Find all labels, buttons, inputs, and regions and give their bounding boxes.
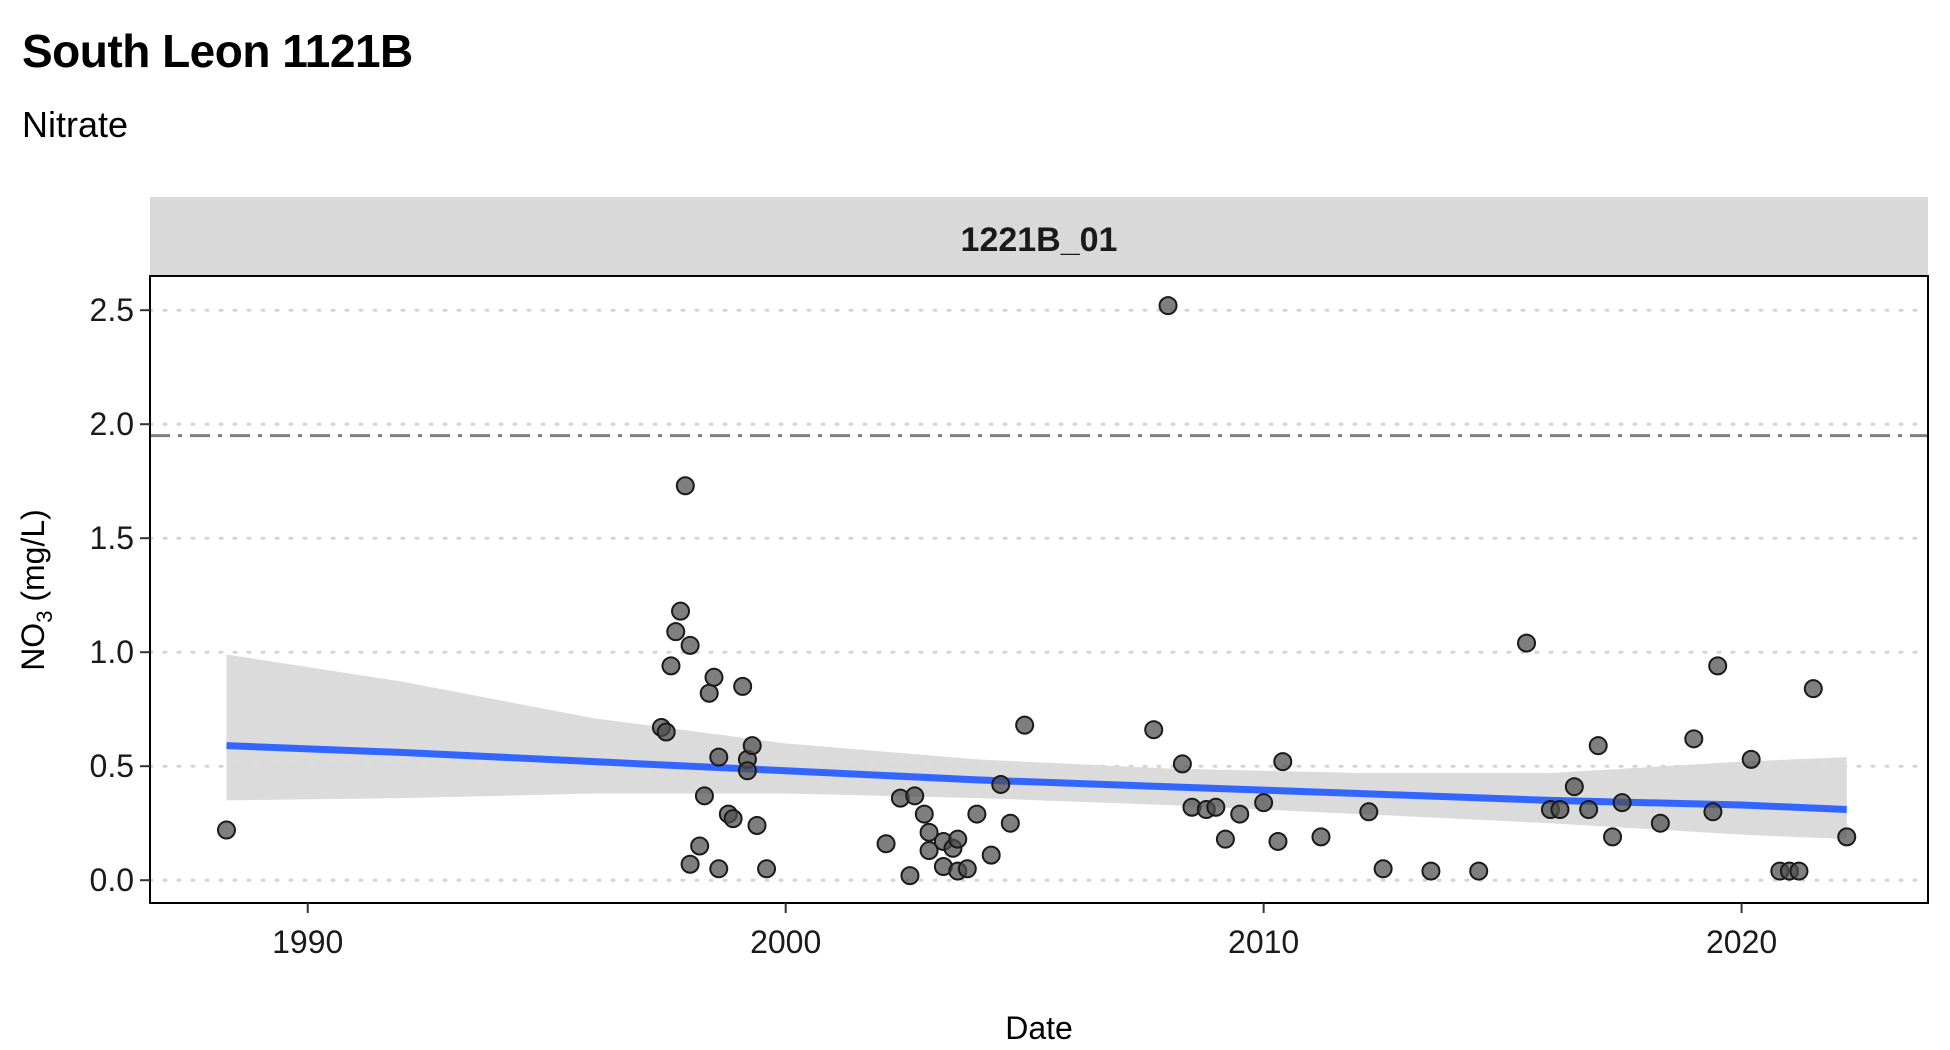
data-point <box>1684 729 1704 749</box>
y-tick-label: 2.0 <box>90 406 134 442</box>
data-point <box>876 834 896 854</box>
data-point <box>991 774 1011 794</box>
data-point <box>1373 859 1393 879</box>
x-tick-label: 2000 <box>750 924 821 960</box>
data-point <box>905 786 925 806</box>
facet-label: 1221B_01 <box>961 221 1118 259</box>
data-point <box>742 736 762 756</box>
data-point <box>957 859 977 879</box>
data-point <box>1311 827 1331 847</box>
x-axis: 1990 2000 2010 2020 <box>272 903 1777 960</box>
data-point <box>1603 827 1623 847</box>
confidence-ribbon <box>226 654 1847 840</box>
trend-line <box>226 742 1847 814</box>
data-point <box>1588 736 1608 756</box>
data-point <box>1268 831 1288 851</box>
y-tick-label: 0.5 <box>90 748 134 784</box>
data-point <box>1517 633 1537 653</box>
y-axis: 0.0 0.5 1.0 1.5 2.0 2.5 <box>90 292 150 898</box>
data-point <box>1708 656 1728 676</box>
data-point <box>747 815 767 835</box>
data-point <box>981 845 1001 865</box>
data-point <box>671 601 691 621</box>
y-tick-label: 1.0 <box>90 634 134 670</box>
y-tick-label: 1.5 <box>90 520 134 556</box>
data-point <box>919 822 939 842</box>
x-tick-label: 1990 <box>272 924 343 960</box>
y-axis-title: NO3 (mg/L) <box>15 509 57 671</box>
data-point <box>1837 827 1857 847</box>
data-point <box>1469 861 1489 881</box>
data-point <box>661 656 681 676</box>
data-point <box>709 747 729 767</box>
data-point <box>733 676 753 696</box>
data-point <box>216 820 236 840</box>
x-tick-label: 2010 <box>1228 924 1299 960</box>
data-point <box>656 722 676 742</box>
data-point <box>1215 829 1235 849</box>
data-point <box>1789 861 1809 881</box>
data-point <box>1579 800 1599 820</box>
data-point <box>1172 754 1192 774</box>
data-point <box>1000 813 1020 833</box>
x-axis-title: Date <box>1005 1010 1073 1046</box>
data-point <box>1230 804 1250 824</box>
data-point <box>723 809 743 829</box>
data-point <box>680 635 700 655</box>
data-point <box>709 859 729 879</box>
plot-border <box>149 275 1929 904</box>
data-point <box>1703 802 1723 822</box>
data-point <box>704 667 724 687</box>
data-point <box>900 866 920 886</box>
y-tick-label: 2.5 <box>90 292 134 328</box>
ribbon-area <box>226 654 1847 840</box>
data-point <box>1421 861 1441 881</box>
y-tick-label: 0.0 <box>90 862 134 898</box>
chart-subtitle: Nitrate <box>22 104 129 145</box>
data-point <box>919 841 939 861</box>
data-point <box>948 829 968 849</box>
data-point <box>680 854 700 874</box>
data-point <box>967 804 987 824</box>
trend-path <box>226 742 1847 814</box>
data-point <box>757 859 777 879</box>
data-point <box>1803 679 1823 699</box>
data-point <box>699 683 719 703</box>
x-tick-label: 2020 <box>1706 924 1777 960</box>
data-point <box>1564 777 1584 797</box>
data-point <box>1650 813 1670 833</box>
data-point <box>694 786 714 806</box>
data-point <box>737 761 757 781</box>
data-point <box>914 804 934 824</box>
data-point <box>1741 749 1761 769</box>
data-point <box>1206 797 1226 817</box>
data-point <box>1144 720 1164 740</box>
data-points <box>216 296 1857 886</box>
data-point <box>1612 793 1632 813</box>
data-point <box>675 476 695 496</box>
data-point <box>1254 793 1274 813</box>
data-point <box>1359 802 1379 822</box>
data-point <box>1015 715 1035 735</box>
data-point <box>1550 800 1570 820</box>
chart-title: South Leon 1121B <box>22 25 413 77</box>
data-point <box>1273 752 1293 772</box>
data-point <box>1158 296 1178 316</box>
data-point <box>666 622 686 642</box>
facet-strip <box>150 197 1928 276</box>
data-point <box>690 836 710 856</box>
